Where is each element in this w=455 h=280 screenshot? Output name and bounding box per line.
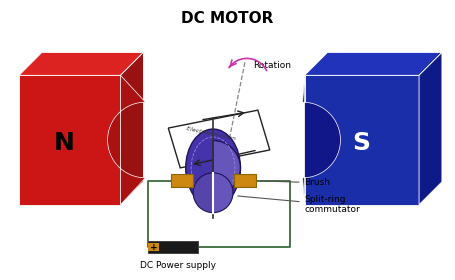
Polygon shape [168,110,270,168]
Text: +: + [150,243,158,252]
Polygon shape [303,75,340,205]
Polygon shape [304,75,419,205]
Polygon shape [304,52,442,75]
Text: Electron motion: Electron motion [186,126,236,142]
FancyBboxPatch shape [171,174,193,187]
Ellipse shape [186,129,240,207]
FancyBboxPatch shape [148,244,159,251]
Polygon shape [419,52,442,205]
Text: Brush: Brush [261,178,331,187]
Polygon shape [19,52,143,75]
FancyBboxPatch shape [234,174,256,187]
Text: N: N [53,131,74,155]
Wedge shape [213,141,240,195]
Polygon shape [107,75,146,205]
Text: DC Power supply: DC Power supply [140,262,216,270]
Polygon shape [19,75,121,205]
Wedge shape [213,173,233,213]
FancyBboxPatch shape [148,241,198,253]
Wedge shape [193,173,213,213]
Polygon shape [121,52,143,205]
Text: S: S [352,131,370,155]
Text: Split-ring
commutator: Split-ring commutator [238,195,360,214]
Text: DC MOTOR: DC MOTOR [181,11,273,26]
Text: Rotation: Rotation [253,61,291,70]
